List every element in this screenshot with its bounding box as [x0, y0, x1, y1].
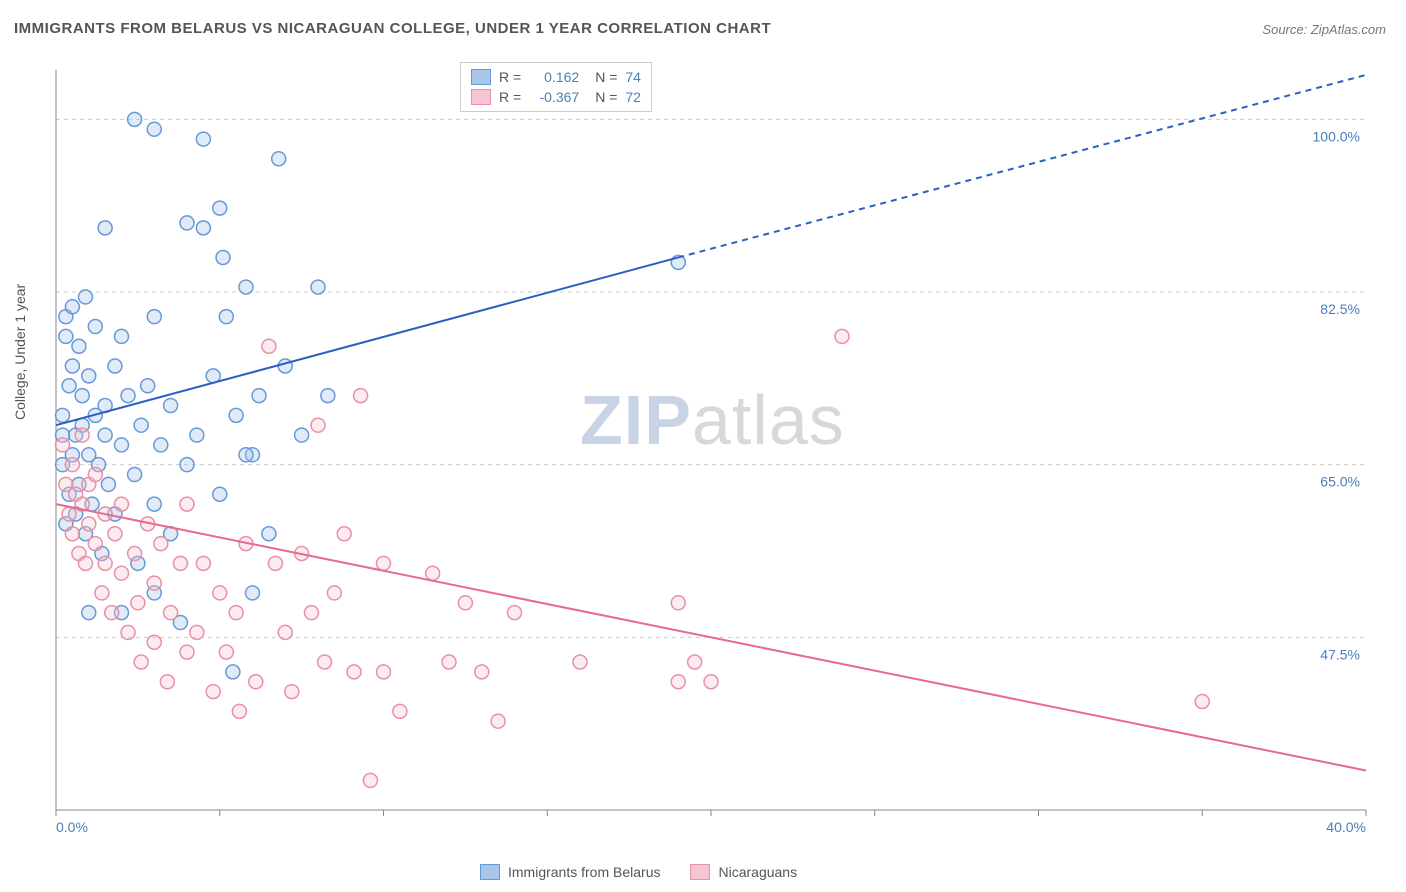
legend-label: Nicaraguans	[718, 864, 797, 880]
stats-legend-row: R = 0.162 N = 74	[471, 67, 641, 87]
stats-legend: R = 0.162 N = 74 R = -0.367 N = 72	[460, 62, 652, 112]
svg-text:100.0%: 100.0%	[1313, 128, 1360, 144]
stat-r-value-0: 0.162	[529, 69, 579, 85]
source-link[interactable]: ZipAtlas.com	[1311, 22, 1386, 37]
stat-r-label: R =	[499, 89, 521, 105]
stat-n-label: N =	[595, 69, 617, 85]
legend-label: Immigrants from Belarus	[508, 864, 660, 880]
stats-legend-row: R = -0.367 N = 72	[471, 87, 641, 107]
source-attribution: Source: ZipAtlas.com	[1262, 22, 1386, 37]
scatter-chart: 47.5% 65.0% 82.5% 100.0% 0.0% 40.0%	[46, 60, 1386, 840]
stat-r-label: R =	[499, 69, 521, 85]
legend-swatch-blue	[471, 69, 491, 85]
stat-n-value-0: 74	[625, 69, 641, 85]
chart-area: 47.5% 65.0% 82.5% 100.0% 0.0% 40.0%	[46, 60, 1386, 840]
legend-item: Nicaraguans	[690, 864, 797, 880]
y-axis-label: College, Under 1 year	[12, 284, 28, 420]
stat-n-label: N =	[595, 89, 617, 105]
legend-swatch-blue	[480, 864, 500, 880]
series-legend: Immigrants from Belarus Nicaraguans	[480, 864, 797, 880]
legend-item: Immigrants from Belarus	[480, 864, 660, 880]
chart-title: IMMIGRANTS FROM BELARUS VS NICARAGUAN CO…	[14, 20, 771, 37]
svg-text:40.0%: 40.0%	[1326, 819, 1366, 835]
svg-text:65.0%: 65.0%	[1320, 474, 1360, 490]
svg-text:82.5%: 82.5%	[1320, 301, 1360, 317]
stat-n-value-1: 72	[625, 89, 641, 105]
legend-swatch-pink	[471, 89, 491, 105]
legend-swatch-pink	[690, 864, 710, 880]
svg-text:47.5%: 47.5%	[1320, 646, 1360, 662]
stat-r-value-1: -0.367	[529, 89, 579, 105]
svg-text:0.0%: 0.0%	[56, 819, 88, 835]
source-label: Source:	[1262, 22, 1307, 37]
